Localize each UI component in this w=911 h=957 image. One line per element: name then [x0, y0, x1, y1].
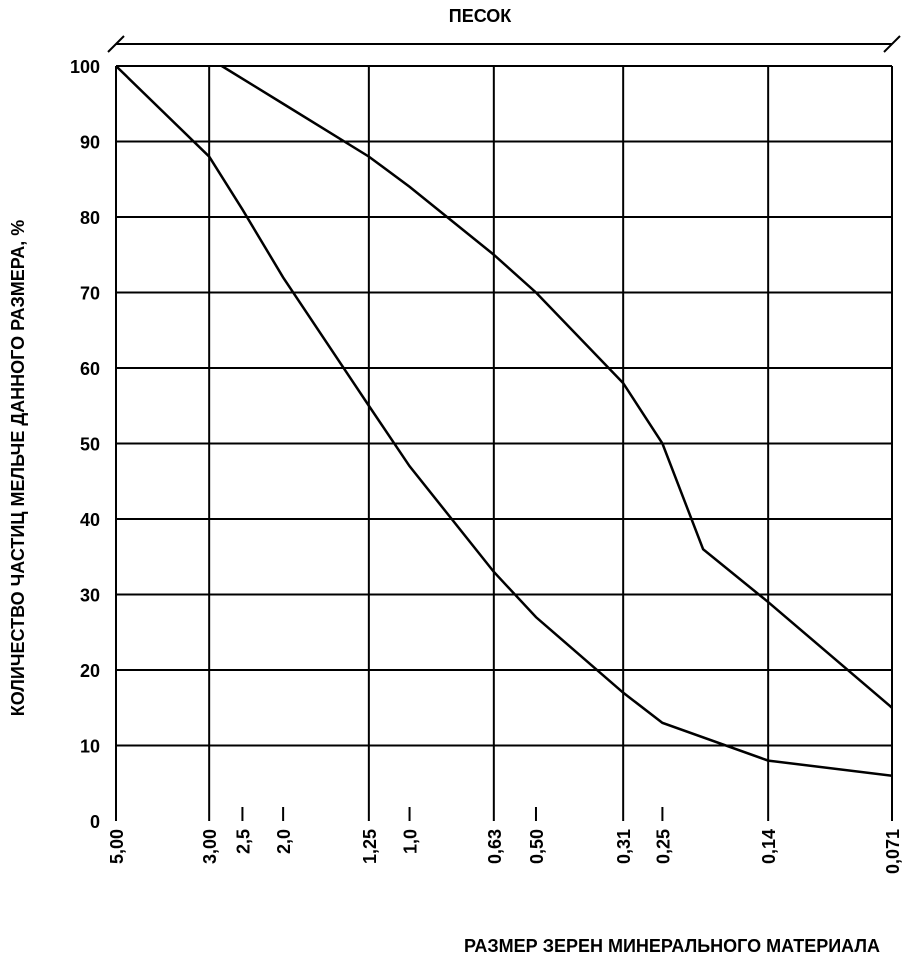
y-tick-label: 40	[80, 510, 100, 530]
x-tick-label: 0,14	[759, 829, 779, 864]
range-ends	[107, 35, 901, 53]
y-axis-label: КОЛИЧЕСТВО ЧАСТИЦ МЕЛЬЧЕ ДАННОГО РАЗМЕРА…	[8, 220, 28, 716]
x-tick-label: 0,071	[883, 829, 903, 874]
y-tick-label: 100	[70, 57, 100, 77]
y-tick-label: 70	[80, 284, 100, 304]
x-tick-label: 0,50	[527, 829, 547, 864]
y-tick-label: 60	[80, 359, 100, 379]
chart-title: ПЕСОК	[449, 6, 512, 26]
y-tick-label: 30	[80, 586, 100, 606]
x-axis-label: РАЗМЕР ЗЕРЕН МИНЕРАЛЬНОГО МАТЕРИАЛА	[464, 936, 880, 956]
x-tick-label: 2,5	[233, 829, 253, 854]
x-tick-label: 1,25	[360, 829, 380, 864]
x-tick-label: 2,0	[274, 829, 294, 854]
x-tick-label: 0,63	[485, 829, 505, 864]
x-tick-label: 0,31	[614, 829, 634, 864]
y-tick-label: 50	[80, 435, 100, 455]
y-tick-label: 0	[90, 812, 100, 832]
y-tick-label: 20	[80, 661, 100, 681]
data-line	[221, 64, 893, 709]
x-tick-label: 0,25	[653, 829, 673, 864]
y-tick-label: 10	[80, 737, 100, 757]
x-tick-label: 5,00	[107, 829, 127, 864]
y-tick-label: 90	[80, 133, 100, 153]
x-tick-label: 1,0	[401, 829, 421, 854]
data-line	[115, 65, 893, 777]
y-tick-label: 80	[80, 208, 100, 228]
x-tick-label: 3,00	[200, 829, 220, 864]
